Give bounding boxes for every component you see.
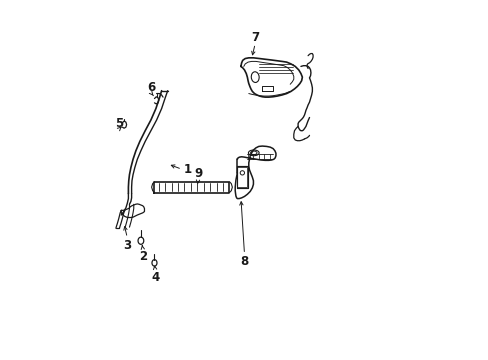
Text: 3: 3 (123, 239, 131, 252)
Text: 2: 2 (138, 249, 146, 263)
Text: 7: 7 (251, 31, 259, 44)
Text: 8: 8 (240, 255, 248, 268)
Text: 9: 9 (194, 167, 202, 180)
Text: 5: 5 (114, 117, 122, 130)
Text: 4: 4 (151, 271, 159, 284)
Text: 1: 1 (183, 163, 191, 176)
Text: 6: 6 (147, 81, 156, 94)
